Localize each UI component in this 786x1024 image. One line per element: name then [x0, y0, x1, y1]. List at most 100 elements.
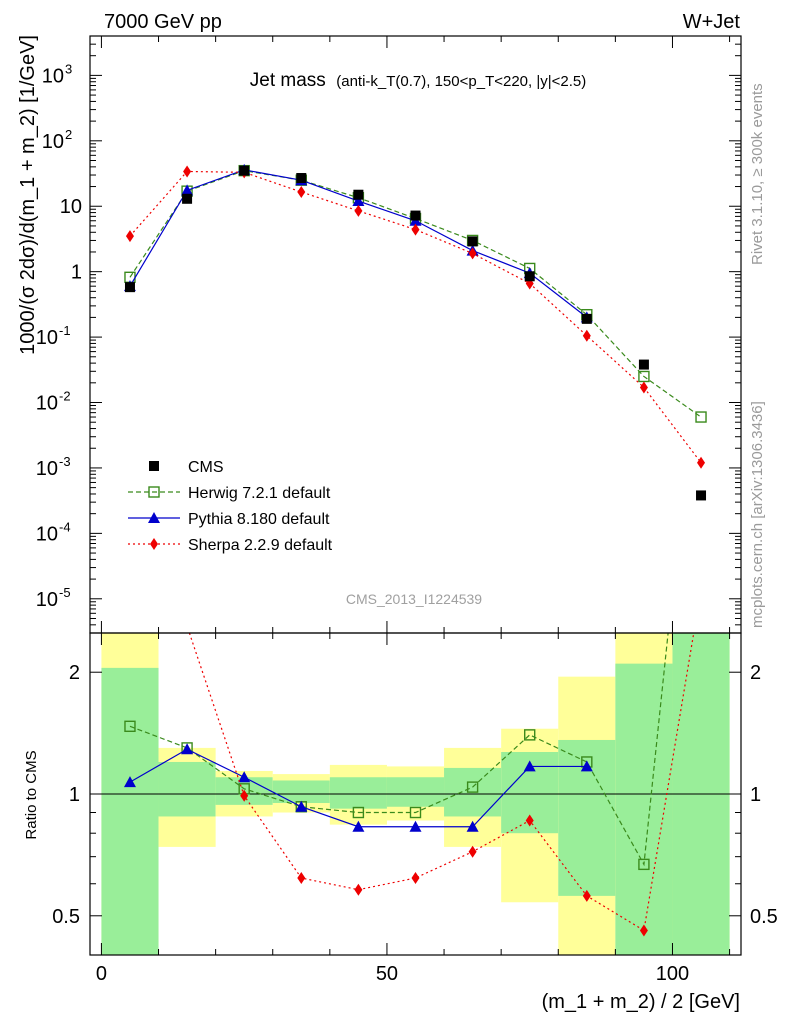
main-y-tick-label-10^3: 10	[42, 65, 64, 87]
pythia-ratio-point-4	[352, 820, 365, 832]
sherpa-main-point-6	[468, 247, 477, 260]
legend-label-sherpa: Sherpa 2.2.9 default	[188, 537, 333, 554]
analysis-watermark: CMS_2013_I1224539	[346, 591, 482, 607]
band-green-9	[615, 663, 673, 955]
legend-marker-herwig	[148, 486, 160, 498]
x-tick-label-100: 100	[656, 963, 689, 985]
main-y-tick-label-10: 10	[60, 196, 82, 218]
herwig-ratio-point-6	[466, 781, 479, 793]
uncertainty-bands	[90, 633, 741, 955]
ratio-y-tick-label-right-1: 1	[750, 784, 761, 806]
x-tick-label-50: 50	[376, 963, 398, 985]
main-y-tick-exp-10^3: 3	[65, 61, 72, 76]
ratio-series	[123, 633, 695, 937]
main-y-tick-exp-10^-2: -2	[59, 389, 71, 404]
sherpa-ratio-point-8	[582, 889, 591, 902]
band-green-0	[101, 667, 159, 955]
cms-main-point-8	[581, 313, 592, 324]
main-y-tick-label-10^2: 10	[42, 131, 64, 153]
sherpa-ratio-point-6	[468, 845, 477, 858]
band-green-3	[272, 780, 330, 804]
cms-main-point-3	[296, 173, 307, 184]
band-green-1	[158, 761, 216, 817]
cms-main-point-7	[524, 271, 535, 282]
sherpa-ratio-point-2	[240, 789, 249, 802]
sherpa-main-point-8	[582, 329, 591, 342]
cms-main-point-0	[124, 282, 135, 293]
cms-main-point-4	[353, 189, 364, 200]
band-green-5	[386, 777, 445, 807]
main-y-tick-exp-10^2: 2	[65, 127, 72, 142]
header-process-label: W+Jet	[683, 11, 741, 33]
header-energy-label: 7000 GeV pp	[104, 11, 222, 33]
pythia-ratio-point-7	[523, 760, 536, 772]
pythia-ratio-point-5	[409, 820, 422, 832]
cms-main-point-2	[239, 165, 250, 176]
sherpa-main-point-0	[125, 230, 134, 243]
plot-title-sub: (anti-k_T(0.7), 150<p_T<220, |y|<2.5)	[336, 73, 586, 90]
sherpa-main-point-1	[183, 165, 192, 178]
main-y-tick-exp-10^-4: -4	[59, 519, 71, 534]
legend-label-herwig: Herwig 7.2.1 default	[188, 485, 331, 502]
pythia-ratio-point-3	[295, 800, 308, 812]
herwig-main-point-10	[695, 411, 707, 423]
side-mcplots-label: mcplots.cern.ch [arXiv:1306.3436]	[749, 401, 766, 628]
plot-title: Jet mass (anti-k_T(0.7), 150<p_T<220, |y…	[250, 70, 587, 91]
sherpa-ratio-point-5	[411, 871, 420, 884]
sherpa-main-point-10	[697, 456, 706, 469]
main-y-tick-exp-10^-1: -1	[59, 323, 71, 338]
sherpa-ratio-point-4	[354, 883, 363, 896]
herwig-ratio-point-9	[638, 858, 650, 871]
legend-marker-cms	[149, 461, 159, 471]
sherpa-ratio-point-3	[297, 871, 306, 884]
cms-main-point-9	[638, 359, 649, 370]
cms-main-point-10	[696, 490, 707, 501]
legend-label-pythia: Pythia 8.180 default	[188, 511, 330, 528]
legend: CMS Herwig 7.2.1 default Pythia 8.180 defa…	[128, 459, 333, 554]
legend-marker-sherpa	[150, 538, 158, 550]
ratio-y-axis-label: Ratio to CMS	[23, 750, 40, 839]
pythia-ratio-point-6	[466, 820, 479, 832]
ratio-y-tick-label-2: 2	[69, 662, 80, 684]
main-y-tick-label-1: 1	[71, 262, 82, 284]
sherpa-ratio-point-9	[639, 924, 648, 937]
herwig-ratio-point-0	[124, 720, 136, 733]
herwig-ratio-point-4	[352, 806, 365, 819]
ratio-y-tick-label-1: 1	[69, 784, 80, 806]
pythia-ratio-point-8	[580, 760, 593, 772]
main-y-tick-label-10^-1: 10	[36, 327, 58, 349]
herwig-ratio-point-7	[524, 729, 536, 741]
cms-main-point-1	[182, 193, 193, 204]
herwig-ratio-line	[129, 633, 669, 867]
legend-label-cms: CMS	[188, 459, 224, 476]
herwig-ratio-point-5	[409, 806, 422, 819]
sherpa-main-point-4	[354, 204, 363, 217]
legend-marker-pythia	[148, 512, 160, 523]
cms-main-point-5	[410, 210, 421, 221]
main-y-tick-label-10^-3: 10	[36, 458, 58, 480]
main-series	[123, 163, 707, 501]
band-green-4	[329, 777, 387, 809]
sherpa-ratio-point-7	[525, 814, 534, 827]
side-rivet-label: Rivet 3.1.10, ≥ 300k events	[749, 83, 766, 265]
pythia-ratio-point-1	[181, 743, 194, 755]
main-y-tick-exp-10^-5: -5	[59, 585, 71, 600]
sherpa-ratio-line	[188, 633, 695, 932]
cms-main-point-6	[467, 236, 478, 247]
pythia-main-point-1	[181, 184, 194, 196]
main-y-tick-label-10^-2: 10	[36, 393, 58, 415]
herwig-main-line	[129, 170, 702, 418]
x-tick-label-0: 0	[96, 963, 107, 985]
plot-title-main: Jet mass	[250, 70, 326, 91]
ratio-y-tick-label-0.5: 0.5	[52, 906, 80, 928]
ratio-y-tick-label-right-0.5: 0.5	[750, 906, 778, 928]
pythia-main-point-4	[352, 195, 365, 207]
sherpa-main-point-9	[639, 381, 648, 394]
pythia-ratio-point-0	[123, 776, 136, 788]
main-y-tick-label-10^-5: 10	[36, 589, 58, 611]
main-y-axis-label: 1000/(σ 2dσ)/d(m_1 + m_2) [1/GeV]	[17, 35, 39, 355]
ratio-y-tick-label-right-2: 2	[750, 662, 761, 684]
x-axis-label: (m_1 + m_2) / 2 [GeV]	[542, 991, 740, 1013]
